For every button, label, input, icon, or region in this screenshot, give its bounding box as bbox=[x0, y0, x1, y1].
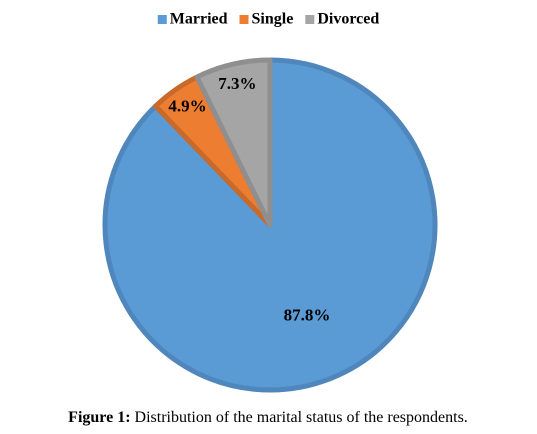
caption-label: Figure 1: bbox=[68, 409, 130, 426]
legend: Married Single Divorced bbox=[157, 11, 379, 28]
legend-swatch bbox=[157, 15, 167, 24]
legend-swatch bbox=[305, 15, 315, 24]
legend-label: Divorced bbox=[317, 11, 379, 28]
legend-label: Single bbox=[252, 11, 294, 28]
pie: 87.8% 4.9% 7.3% bbox=[102, 57, 438, 393]
pie-slice bbox=[194, 57, 273, 228]
data-label: 4.9% bbox=[168, 96, 206, 115]
data-label: 87.8% bbox=[284, 306, 331, 325]
data-label: 7.3% bbox=[218, 74, 256, 93]
legend-label: Married bbox=[170, 11, 228, 28]
caption-text: Distribution of the marital status of th… bbox=[135, 409, 468, 426]
caption: Figure 1: Distribution of the marital st… bbox=[68, 409, 468, 426]
legend-swatch bbox=[239, 15, 249, 24]
